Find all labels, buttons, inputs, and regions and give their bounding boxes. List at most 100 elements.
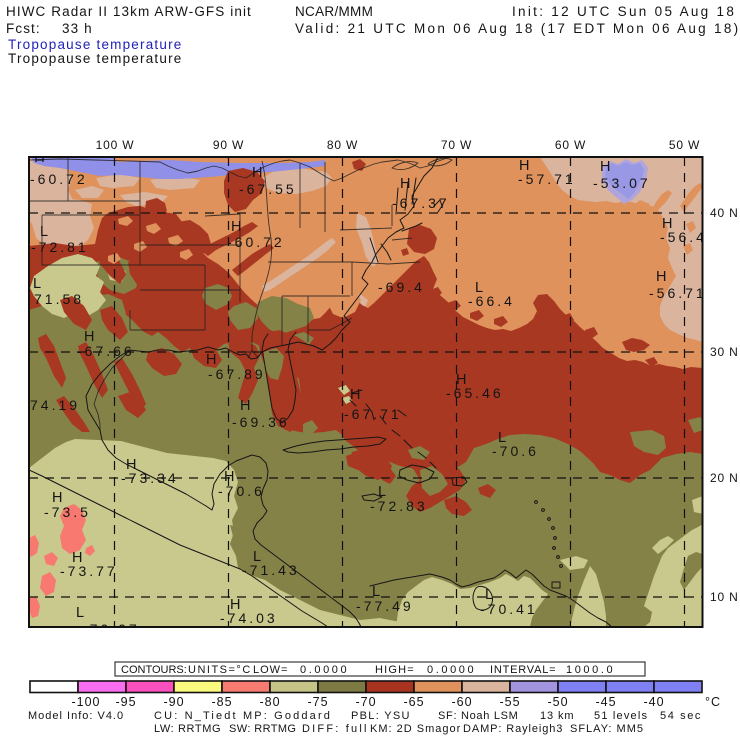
svg-text:-53.07: -53.07 — [593, 175, 651, 191]
svg-text:-67.55: -67.55 — [239, 181, 297, 197]
svg-text:-90: -90 — [163, 695, 184, 709]
svg-text:HIGH=: HIGH= — [375, 664, 415, 676]
svg-text:L: L — [378, 484, 386, 500]
svg-text:33 h: 33 h — [62, 21, 93, 36]
svg-text:-55: -55 — [499, 695, 520, 709]
svg-text:H: H — [400, 176, 410, 192]
svg-text:-70.6: -70.6 — [492, 443, 539, 459]
svg-text:51 levels: 51 levels — [594, 710, 648, 722]
svg-text:-74.03: -74.03 — [220, 610, 278, 626]
svg-text:-95: -95 — [115, 695, 136, 709]
svg-text:H: H — [231, 219, 241, 235]
svg-text:71.58: 71.58 — [34, 291, 84, 307]
svg-text:L: L — [33, 276, 41, 292]
svg-text:-40: -40 — [643, 695, 664, 709]
svg-text:-69.4: -69.4 — [378, 279, 425, 295]
svg-text:UNITS=°C: UNITS=°C — [188, 664, 252, 676]
svg-text:L: L — [485, 587, 493, 603]
svg-text:30 N: 30 N — [710, 345, 739, 359]
svg-text:L: L — [40, 224, 48, 240]
svg-text:Valid: 21 UTC Mon 06 Aug 18 (1: Valid: 21 UTC Mon 06 Aug 18 (17 EDT Mon … — [295, 21, 740, 36]
svg-text:-77.49: -77.49 — [356, 598, 414, 614]
svg-text:100 W: 100 W — [96, 138, 135, 152]
svg-text:-67.66: -67.66 — [77, 343, 135, 359]
svg-text:-56.4: -56.4 — [660, 229, 707, 245]
svg-text:-56.71: -56.71 — [649, 285, 707, 301]
svg-text:CU: N_Tiedt MP: Goddard: CU: N_Tiedt MP: Goddard — [154, 710, 332, 722]
svg-text:H: H — [350, 387, 360, 403]
svg-text:-71.43: -71.43 — [242, 562, 300, 578]
svg-text:H: H — [252, 165, 262, 181]
svg-text:L: L — [498, 430, 506, 446]
svg-text:DAMP: Rayleigh3: DAMP: Rayleigh3 — [463, 723, 563, 735]
svg-text:Fcst:: Fcst: — [6, 21, 41, 36]
svg-text:H: H — [84, 329, 94, 345]
svg-text:PBL: YSU: PBL: YSU — [351, 710, 411, 722]
svg-text:-73.77: -73.77 — [60, 563, 118, 579]
svg-text:50 W: 50 W — [669, 138, 700, 152]
svg-text:-73.34: -73.34 — [121, 470, 179, 486]
svg-text:-69.36: -69.36 — [232, 414, 290, 430]
svg-text:54 sec: 54 sec — [660, 710, 702, 722]
svg-text:-45: -45 — [595, 695, 616, 709]
svg-text:Model Info: V4.0: Model Info: V4.0 — [28, 710, 124, 722]
svg-text:0.0000: 0.0000 — [427, 664, 476, 676]
svg-text:-57.71: -57.71 — [518, 171, 576, 187]
svg-text:-85: -85 — [211, 695, 232, 709]
svg-text:-100: -100 — [71, 695, 100, 709]
svg-text:-67.37: -67.37 — [392, 195, 450, 211]
svg-text:LOW=: LOW= — [253, 664, 288, 676]
svg-text:-70.6: -70.6 — [218, 483, 265, 499]
svg-text:INTERVAL=: INTERVAL= — [490, 664, 556, 676]
svg-text:-75: -75 — [307, 695, 328, 709]
svg-text:-70: -70 — [355, 695, 376, 709]
svg-text:H: H — [230, 597, 240, 613]
svg-text:Tropopause temperature: Tropopause temperature — [8, 37, 183, 52]
svg-text:KM: 2D Smagor: KM: 2D Smagor — [370, 723, 461, 735]
svg-text:80 W: 80 W — [327, 138, 358, 152]
svg-text:-60: -60 — [451, 695, 472, 709]
svg-text:L: L — [372, 584, 380, 600]
svg-text:70 W: 70 W — [441, 138, 472, 152]
svg-text:74.19: 74.19 — [30, 397, 80, 413]
svg-text:60 W: 60 W — [555, 138, 586, 152]
svg-text:CONTOURS:: CONTOURS: — [121, 664, 187, 676]
svg-text:H: H — [206, 352, 216, 368]
svg-text:Init: 12 UTC Sun 05 Aug 18: Init: 12 UTC Sun 05 Aug 18 — [512, 4, 736, 19]
svg-text:40 N: 40 N — [710, 206, 739, 220]
svg-text:HIWC Radar II 13km ARW-GFS ini: HIWC Radar II 13km ARW-GFS init — [6, 4, 252, 19]
svg-text:-67.71: -67.71 — [344, 406, 402, 422]
svg-text:°C: °C — [705, 695, 721, 709]
svg-text:10 N: 10 N — [710, 590, 739, 604]
svg-text:H: H — [519, 158, 529, 174]
svg-text:H: H — [456, 372, 466, 388]
svg-text:-67.89: -67.89 — [208, 366, 266, 382]
svg-text:H: H — [126, 457, 136, 473]
svg-text:L: L — [253, 549, 261, 565]
svg-text:-80: -80 — [259, 695, 280, 709]
svg-text:-72.83: -72.83 — [370, 498, 428, 514]
svg-text:H: H — [240, 398, 250, 414]
svg-text:-70.07: -70.07 — [82, 621, 140, 637]
svg-text:L: L — [76, 605, 84, 621]
svg-text:LW: RRTMG: LW: RRTMG — [154, 723, 221, 735]
svg-text:-60.72: -60.72 — [30, 171, 88, 187]
svg-text:13 km: 13 km — [540, 710, 574, 722]
svg-text:-70.41: -70.41 — [480, 601, 538, 617]
svg-text:SW: RRTMG: SW: RRTMG — [229, 723, 296, 735]
svg-text:Tropopause temperature: Tropopause temperature — [8, 51, 183, 66]
svg-text:20 N: 20 N — [710, 471, 739, 485]
svg-text:H: H — [52, 490, 62, 506]
svg-text:H: H — [224, 469, 234, 485]
svg-text:-72.81: -72.81 — [31, 239, 89, 255]
svg-text:H: H — [72, 550, 82, 566]
svg-text:-60.72: -60.72 — [227, 234, 285, 250]
svg-text:SF: Noah LSM: SF: Noah LSM — [438, 710, 519, 722]
svg-text:-66.4: -66.4 — [468, 293, 515, 309]
svg-text:-73.5: -73.5 — [44, 504, 91, 520]
svg-text:SFLAY: MM5: SFLAY: MM5 — [570, 723, 644, 735]
svg-text:H: H — [656, 269, 666, 285]
svg-text:-65: -65 — [403, 695, 424, 709]
svg-text:L: L — [475, 280, 483, 296]
svg-text:-65.46: -65.46 — [446, 385, 504, 401]
